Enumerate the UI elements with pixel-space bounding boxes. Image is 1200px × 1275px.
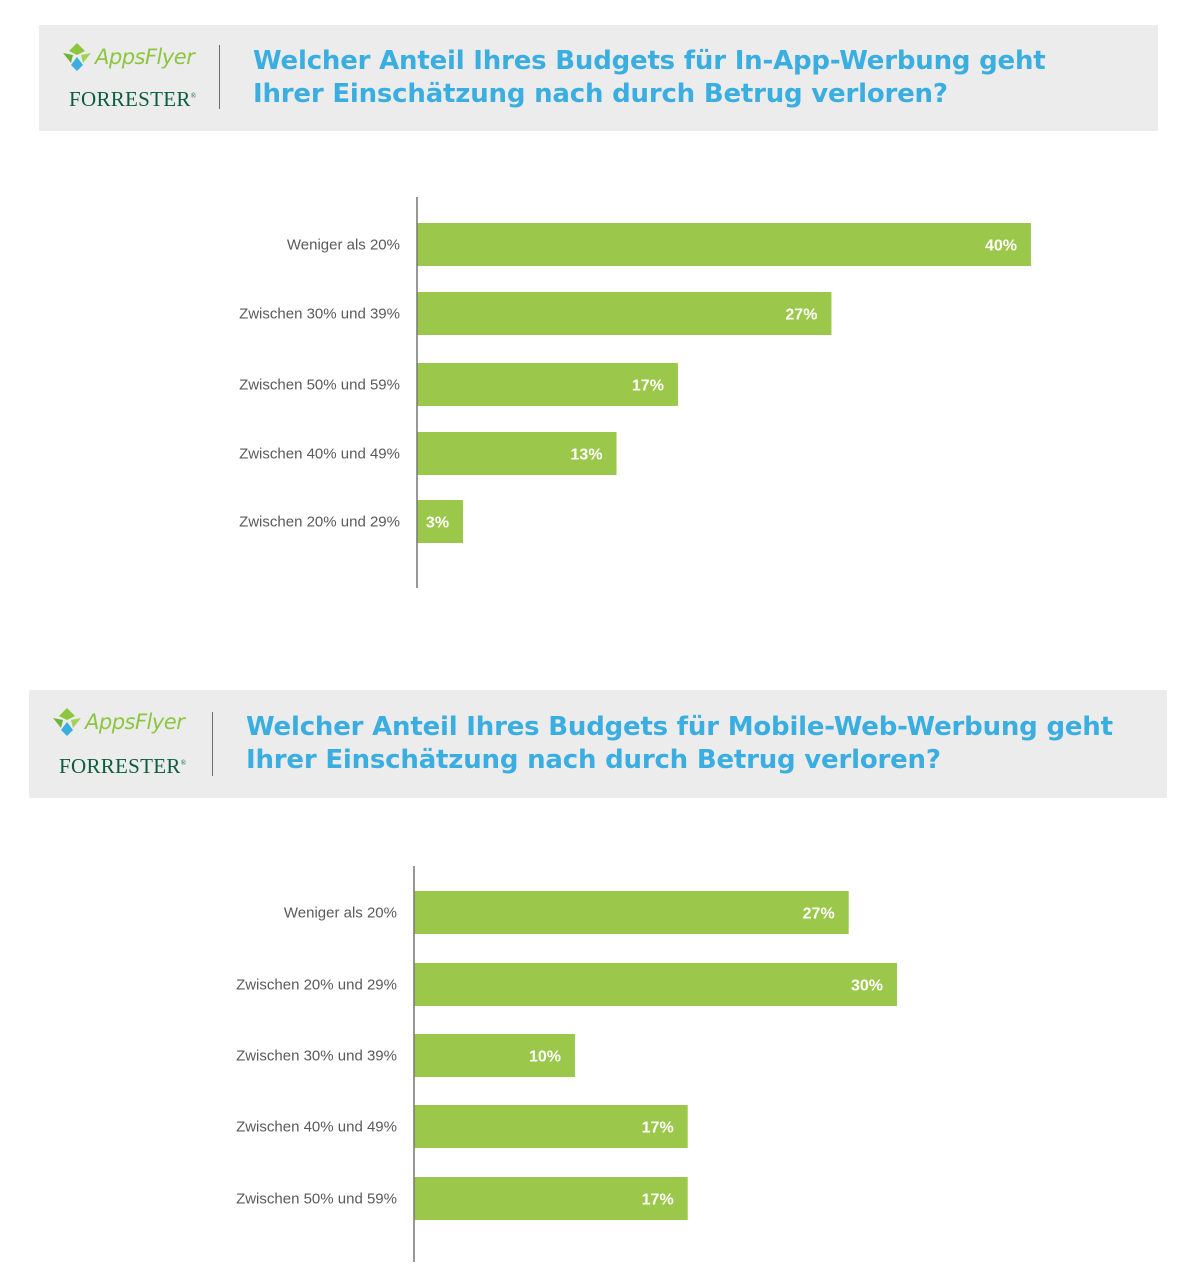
chart-title-line-2: Ihrer Einschätzung nach durch Betrug ver… (246, 745, 941, 775)
category-label: Zwischen 40% und 49% (236, 1119, 397, 1136)
value-label: 17% (642, 1192, 674, 1209)
bar (417, 223, 1031, 266)
bar (417, 292, 832, 335)
value-label: 30% (851, 978, 883, 995)
value-label: 13% (571, 447, 603, 464)
category-label: Zwischen 40% und 49% (239, 446, 400, 463)
category-label: Weniger als 20% (284, 905, 397, 922)
forrester-wordmark: FORRESTER (69, 87, 191, 111)
panel-header: AppsFlyer FORRESTER® Welcher Anteil Ihre… (39, 25, 1158, 131)
chart-panel-in-app: AppsFlyer FORRESTER® Welcher Anteil Ihre… (0, 0, 1200, 620)
forrester-logo: FORRESTER® (69, 87, 196, 112)
bar (414, 963, 897, 1006)
value-label: 17% (632, 378, 664, 395)
bar (414, 891, 849, 934)
appsflyer-icon (53, 708, 81, 736)
chart-title-line-2: Ihrer Einschätzung nach durch Betrug ver… (253, 79, 948, 109)
value-label: 17% (642, 1120, 674, 1137)
forrester-logo: FORRESTER® (59, 754, 186, 779)
category-label: Zwischen 20% und 29% (236, 977, 397, 994)
panel-header: AppsFlyer FORRESTER® Welcher Anteil Ihre… (29, 690, 1167, 798)
value-label: 40% (985, 238, 1017, 255)
category-label: Zwischen 50% und 59% (239, 377, 400, 394)
category-label: Zwischen 20% und 29% (239, 514, 400, 531)
chart-title: Welcher Anteil Ihres Budgets für Mobile-… (246, 711, 1113, 777)
forrester-registered-mark: ® (190, 92, 197, 100)
category-label: Zwischen 30% und 39% (239, 306, 400, 323)
header-divider (219, 45, 220, 109)
value-label: 3% (426, 515, 449, 532)
category-label: Zwischen 50% und 59% (236, 1191, 397, 1208)
bar (417, 432, 617, 475)
value-label: 27% (785, 307, 817, 324)
bar (414, 1034, 575, 1077)
chart-title-line-1: Welcher Anteil Ihres Budgets für In-App-… (253, 46, 1046, 76)
chart-title-line-1: Welcher Anteil Ihres Budgets für Mobile-… (246, 712, 1113, 742)
bar-chart-in-app: Weniger als 20% 40% Zwischen 30% und 39% 27… (239, 197, 1031, 588)
forrester-registered-mark: ® (180, 759, 187, 767)
bar (417, 363, 678, 406)
category-label: Zwischen 30% und 39% (236, 1048, 397, 1065)
chart-title: Welcher Anteil Ihres Budgets für In-App-… (253, 45, 1046, 111)
category-label: Weniger als 20% (287, 237, 400, 254)
bar (414, 1177, 688, 1220)
value-label: 27% (803, 906, 835, 923)
appsflyer-logo: AppsFlyer (61, 41, 195, 73)
bar (417, 500, 464, 543)
value-label: 10% (529, 1049, 561, 1066)
forrester-wordmark: FORRESTER (59, 754, 181, 778)
appsflyer-logo: AppsFlyer (51, 706, 185, 738)
appsflyer-icon (63, 43, 91, 71)
appsflyer-wordmark: AppsFlyer (95, 45, 195, 69)
bar (414, 1105, 688, 1148)
appsflyer-wordmark: AppsFlyer (85, 710, 185, 734)
header-divider (212, 712, 213, 776)
